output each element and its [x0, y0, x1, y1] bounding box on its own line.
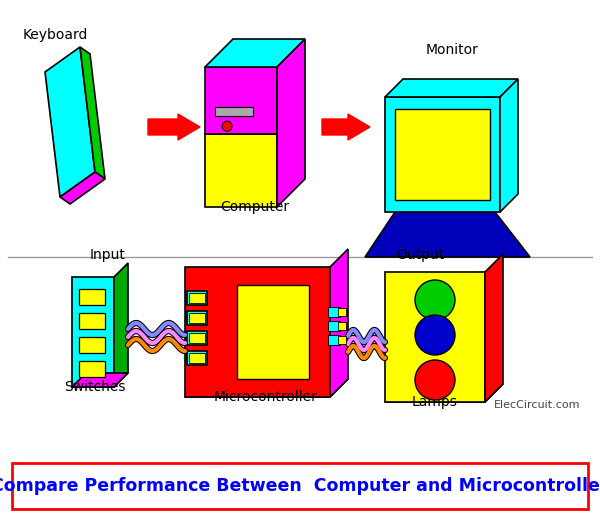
Polygon shape	[72, 373, 128, 387]
Circle shape	[415, 315, 455, 355]
Polygon shape	[205, 39, 305, 67]
Text: ElecCircuit.com: ElecCircuit.com	[493, 400, 580, 410]
Polygon shape	[205, 134, 277, 207]
Bar	[79, 289, 105, 305]
Polygon shape	[385, 384, 503, 402]
FancyArrow shape	[322, 114, 370, 140]
Bar	[79, 337, 105, 353]
Polygon shape	[385, 272, 485, 402]
Bar	[12, 463, 588, 509]
Polygon shape	[60, 172, 105, 204]
Text: Input: Input	[90, 248, 126, 262]
Bar	[79, 361, 105, 377]
Polygon shape	[385, 97, 500, 212]
Text: Keyboard: Keyboard	[22, 28, 88, 42]
Circle shape	[222, 121, 232, 131]
Bar	[189, 293, 205, 303]
Text: Switches: Switches	[64, 380, 126, 394]
Circle shape	[415, 280, 455, 320]
FancyArrow shape	[148, 114, 200, 140]
Polygon shape	[72, 277, 114, 387]
Text: Computer: Computer	[220, 200, 290, 214]
Bar	[79, 313, 105, 329]
Polygon shape	[187, 311, 207, 325]
Polygon shape	[205, 67, 277, 134]
Polygon shape	[185, 267, 330, 397]
Text: Output: Output	[396, 248, 444, 262]
Polygon shape	[330, 249, 348, 397]
Polygon shape	[187, 291, 207, 305]
Polygon shape	[385, 79, 518, 97]
Bar	[328, 307, 340, 317]
Bar	[328, 335, 340, 345]
Bar	[237, 285, 309, 379]
Text: Microcontroller: Microcontroller	[214, 390, 318, 404]
Polygon shape	[187, 331, 207, 345]
Bar	[189, 353, 205, 363]
Bar	[189, 333, 205, 343]
Polygon shape	[187, 351, 207, 365]
Polygon shape	[277, 39, 305, 207]
Text: Lamps: Lamps	[412, 395, 458, 409]
Bar	[395, 109, 490, 200]
Polygon shape	[365, 212, 530, 257]
Text: Monitor: Monitor	[425, 43, 478, 57]
Polygon shape	[485, 254, 503, 402]
Bar	[215, 107, 253, 116]
Polygon shape	[185, 379, 348, 397]
Polygon shape	[500, 79, 518, 212]
Polygon shape	[45, 47, 95, 197]
Bar	[338, 308, 346, 316]
Bar	[328, 321, 340, 331]
Bar	[338, 322, 346, 330]
Polygon shape	[114, 263, 128, 387]
Bar	[338, 336, 346, 344]
Circle shape	[415, 360, 455, 400]
Bar	[189, 313, 205, 323]
Text: Compare Performance Between  Computer and Microcontroller: Compare Performance Between Computer and…	[0, 477, 600, 495]
Polygon shape	[80, 47, 105, 179]
